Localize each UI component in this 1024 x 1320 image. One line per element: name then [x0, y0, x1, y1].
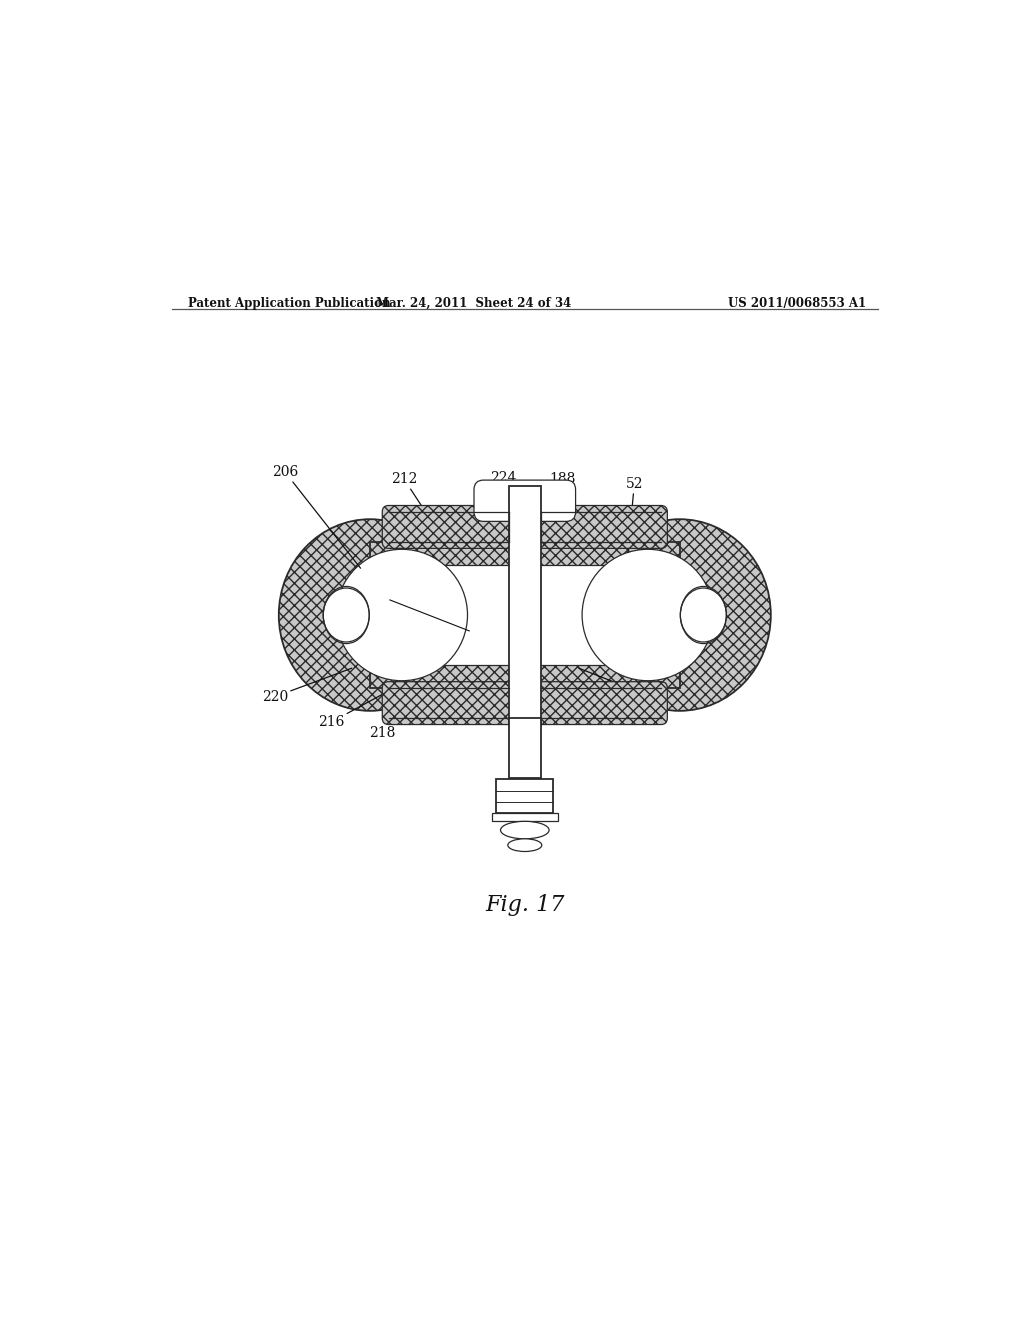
Text: 224: 224 [490, 471, 516, 537]
Bar [497, 779, 553, 813]
FancyBboxPatch shape [382, 681, 668, 725]
Text: Mar. 24, 2011  Sheet 24 of 34: Mar. 24, 2011 Sheet 24 of 34 [376, 297, 570, 310]
Ellipse shape [501, 821, 549, 838]
Ellipse shape [508, 838, 542, 851]
Text: 218: 218 [369, 702, 430, 741]
Bar [370, 543, 680, 688]
Text: 206: 206 [272, 465, 360, 568]
Bar [509, 718, 541, 777]
Text: US 2011/0068553 A1: US 2011/0068553 A1 [728, 297, 866, 310]
Text: Fig. 17: Fig. 17 [485, 894, 564, 916]
Ellipse shape [588, 519, 771, 711]
FancyBboxPatch shape [382, 506, 668, 548]
Ellipse shape [680, 587, 726, 642]
Text: 214: 214 [563, 693, 635, 721]
Text: 222: 222 [579, 668, 665, 704]
Text: 188: 188 [550, 473, 577, 544]
Text: Patent Application Publication: Patent Application Publication [187, 297, 390, 310]
Bar [492, 813, 558, 821]
FancyBboxPatch shape [474, 480, 575, 521]
Ellipse shape [336, 549, 468, 681]
Ellipse shape [324, 587, 370, 642]
Text: 212: 212 [391, 473, 450, 548]
Text: 224: 224 [510, 708, 537, 737]
Text: 220: 220 [262, 668, 352, 704]
Text: 216: 216 [318, 692, 387, 729]
Bar [393, 565, 656, 665]
Ellipse shape [582, 549, 714, 681]
Ellipse shape [279, 519, 461, 711]
Bar [509, 486, 541, 725]
Text: 52: 52 [626, 477, 643, 552]
